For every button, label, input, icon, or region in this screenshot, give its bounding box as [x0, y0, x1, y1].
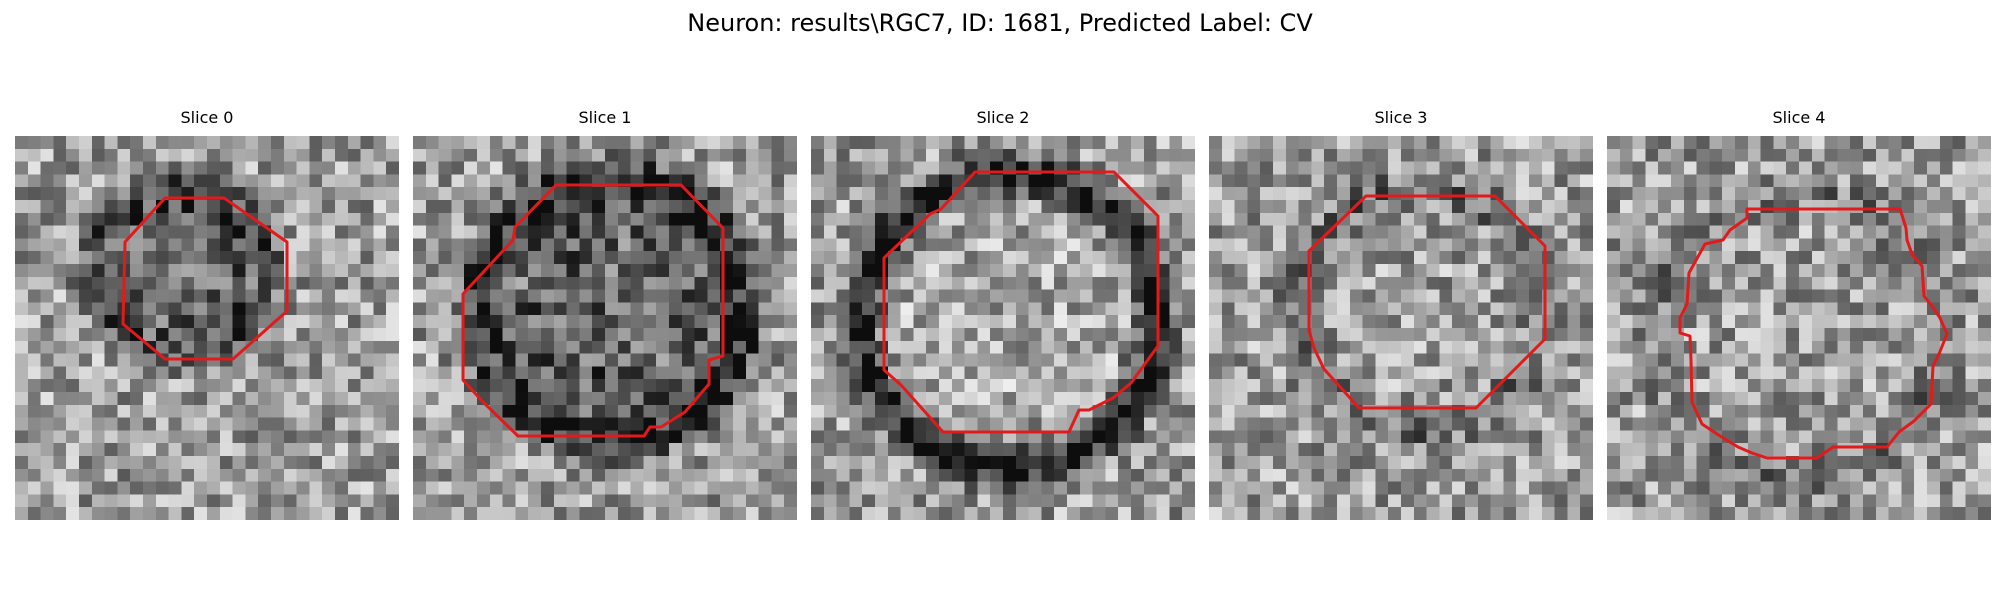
- grayscale-micrograph: [15, 136, 399, 520]
- roi-contour-overlay: [1678, 207, 1949, 460]
- slice-title: Slice 3: [1374, 108, 1428, 127]
- roi-contour: [1307, 194, 1547, 410]
- slice-image: [15, 136, 399, 520]
- figure-title: Neuron: results\RGC7, ID: 1681, Predicte…: [687, 9, 1313, 37]
- roi-contour-overlay: [461, 183, 725, 438]
- slice-title: Slice 4: [1772, 108, 1826, 127]
- slice-image: [811, 136, 1195, 520]
- slice-title: Slice 2: [976, 108, 1030, 127]
- slice-title: Slice 1: [578, 108, 632, 127]
- grayscale-micrograph: [1209, 136, 1593, 520]
- grayscale-micrograph: [1607, 136, 1991, 520]
- roi-contour: [882, 170, 1160, 434]
- grayscale-micrograph: [811, 136, 1195, 520]
- roi-contour-overlay: [882, 170, 1160, 434]
- slice-image: [413, 136, 797, 520]
- roi-contour-overlay: [121, 196, 289, 361]
- roi-contour-overlay: [1307, 194, 1547, 410]
- grayscale-micrograph: [413, 136, 797, 520]
- roi-contour: [1678, 207, 1949, 460]
- roi-contour: [121, 196, 289, 361]
- roi-contour: [461, 183, 725, 438]
- slice-title: Slice 0: [180, 108, 234, 127]
- slice-image: [1607, 136, 1991, 520]
- slice-image: [1209, 136, 1593, 520]
